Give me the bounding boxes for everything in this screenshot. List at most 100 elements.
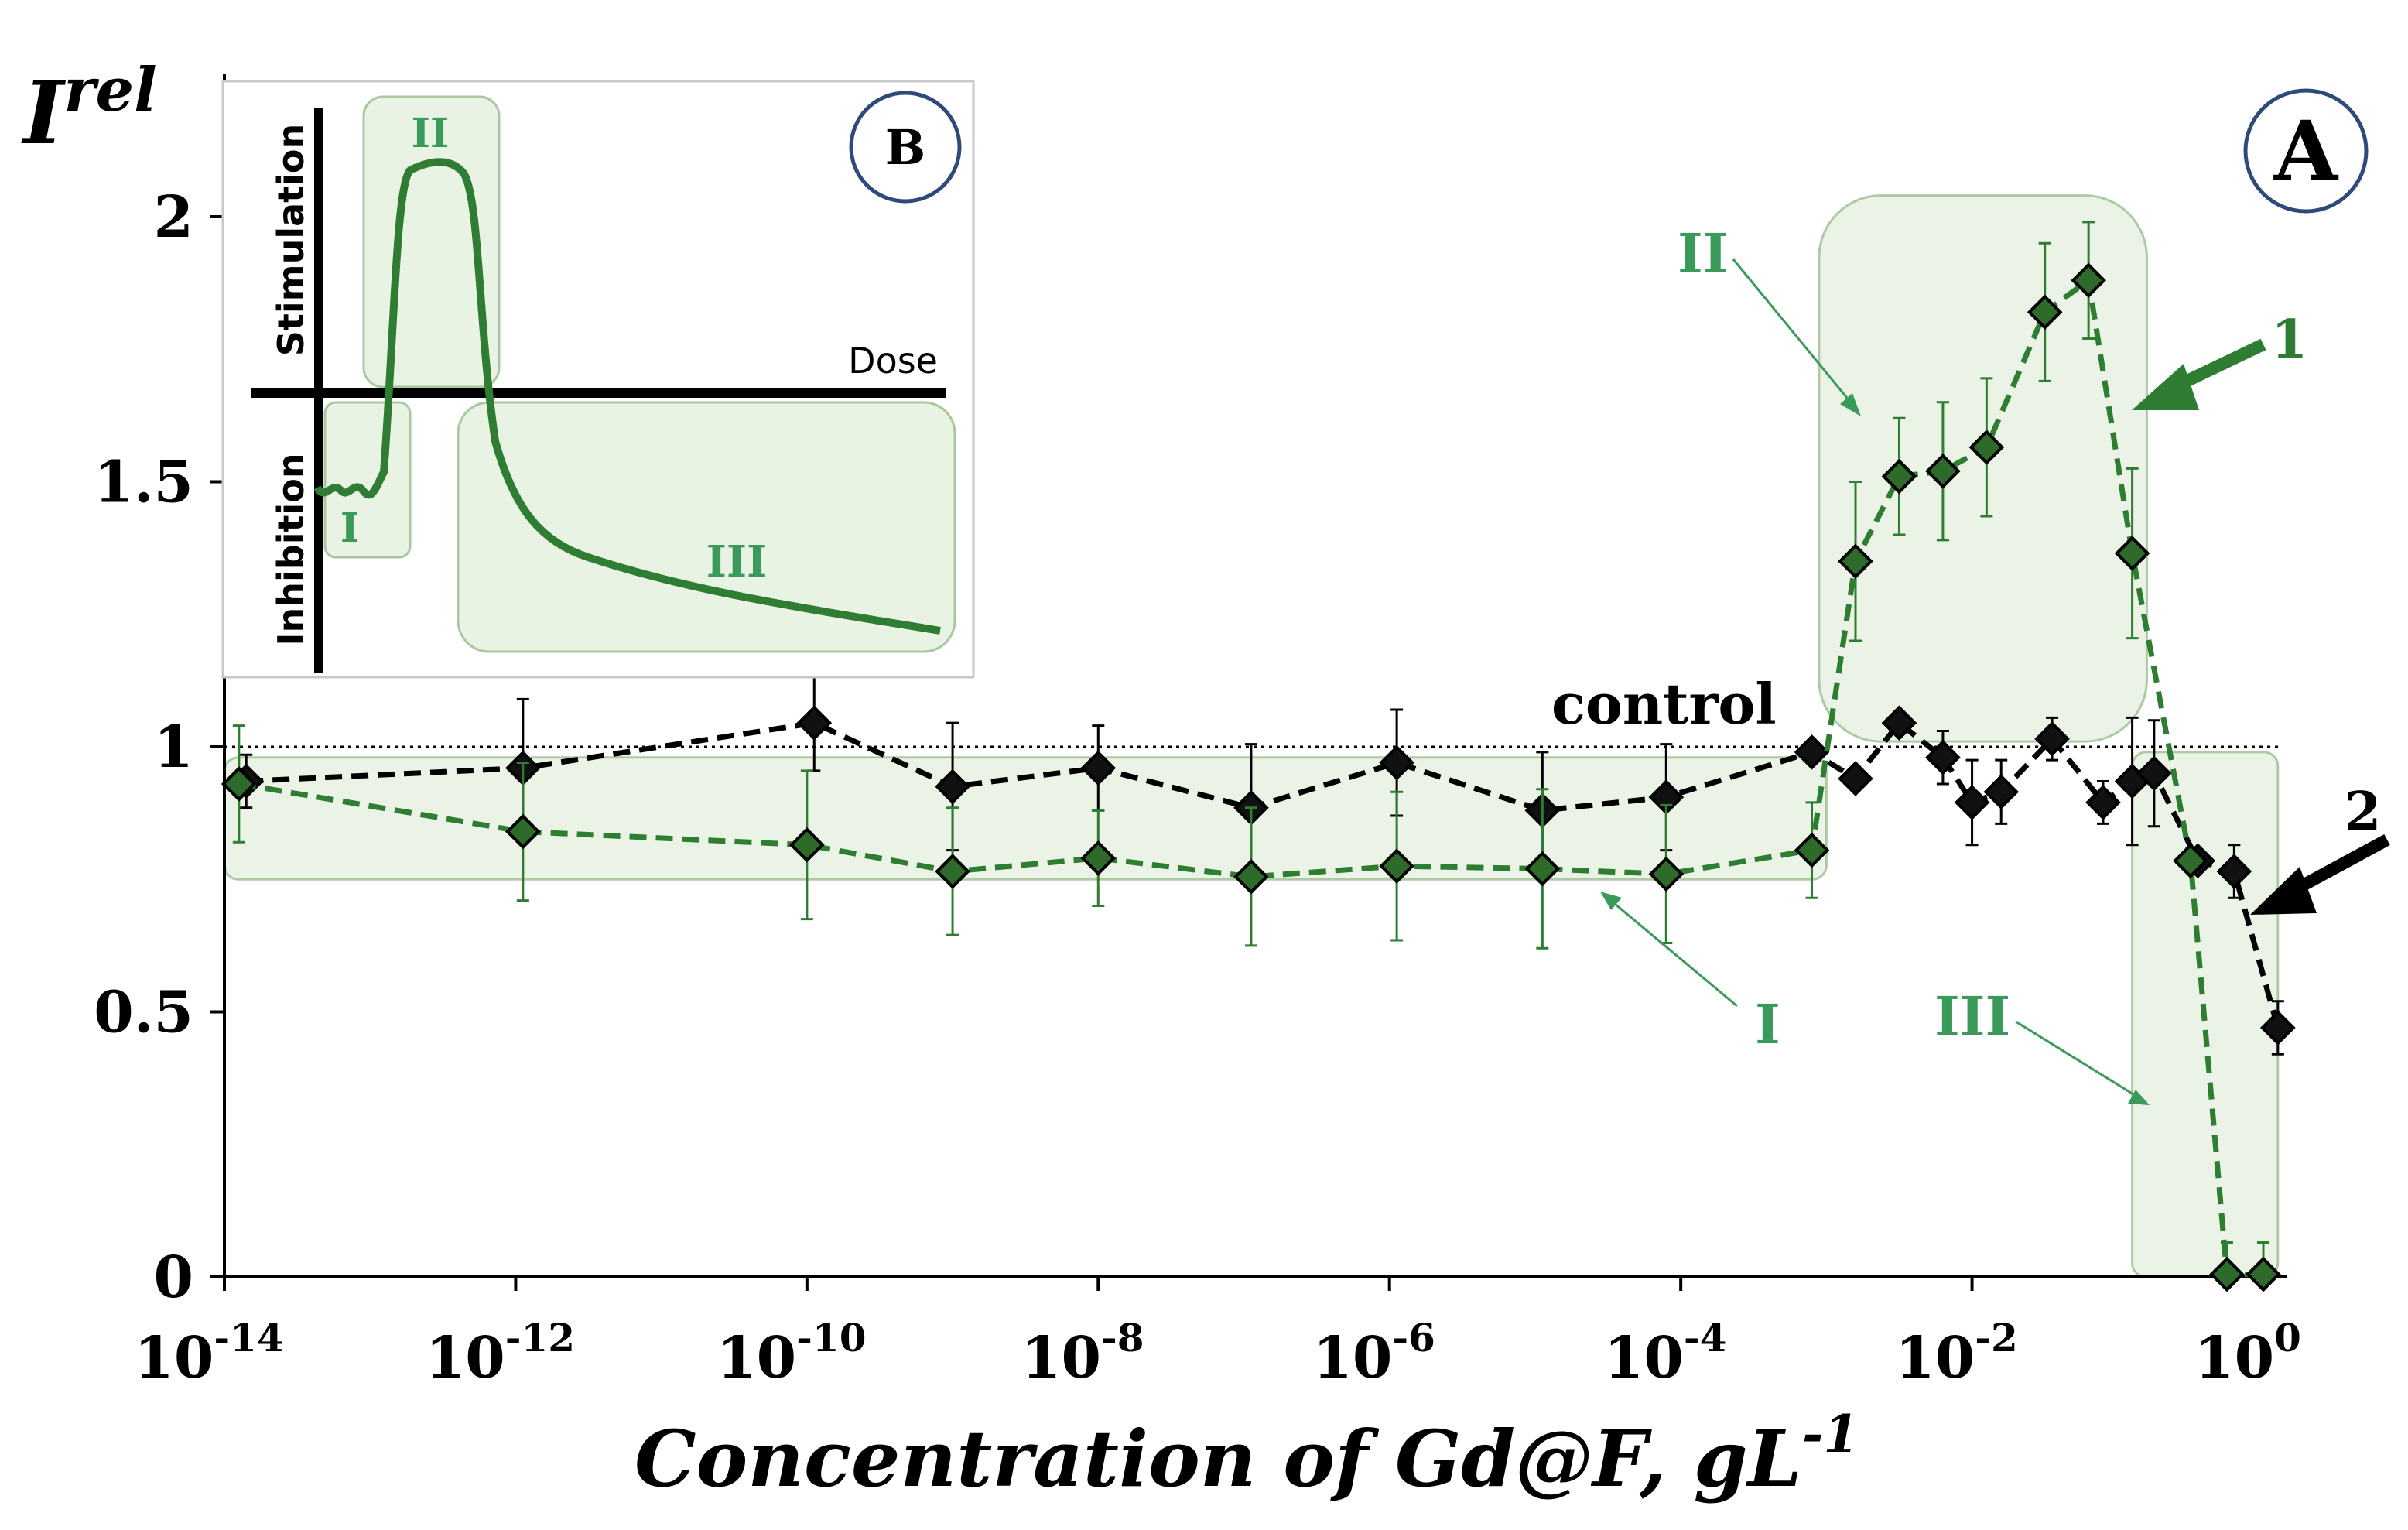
data-point [2246, 1256, 2281, 1292]
x-tick-label: 10-2 [1895, 1315, 2018, 1391]
inset-region-i [323, 401, 412, 559]
annotation-1-arrow [2171, 338, 2266, 393]
data-point [221, 766, 257, 802]
x-tick-label: 100 [2194, 1315, 2301, 1391]
series-1 [221, 221, 2281, 1292]
data-point [1925, 453, 1961, 489]
annotations: II I III 1 2 [1600, 221, 2390, 1105]
x-axis-label-main: Concentration of Gd@F, gL [634, 1413, 1802, 1504]
inset-inhibition-label: Inhibition [270, 453, 312, 645]
x-tick-exp: -10 [796, 1315, 866, 1361]
y-tick-label: 1 [154, 714, 194, 781]
x-tick-label: 10-8 [1021, 1315, 1144, 1391]
x-tick-base: 10 [134, 1325, 214, 1391]
data-point [1080, 840, 1117, 876]
y-tick-label: 0 [154, 1244, 194, 1311]
inset-dose-label: Dose [848, 340, 938, 382]
annotation-ii-arrowhead [1840, 393, 1861, 416]
data-point [505, 813, 541, 850]
data-point [935, 768, 970, 805]
data-point [1838, 543, 1873, 580]
series-line [246, 719, 2281, 1029]
x-tick-exp: -14 [214, 1315, 283, 1361]
annotation-2-arrowhead [2250, 867, 2317, 915]
data-point [2114, 536, 2150, 571]
x-tick-exp: -6 [1392, 1315, 1435, 1361]
data-point [1881, 458, 1917, 495]
y-axis-label-sup: rel [63, 55, 156, 125]
y-tick-label: 0.5 [94, 980, 193, 1046]
data-point [1080, 750, 1117, 786]
data-point [1794, 734, 1830, 770]
x-tick-label: 10-10 [717, 1315, 866, 1391]
data-point [2259, 1010, 2296, 1046]
y-axis-label: Irel [21, 55, 157, 164]
inset-stimulation-label: Stimulation [270, 124, 312, 356]
panel-label-b-circle [849, 91, 962, 204]
inset-region-i-label: I [340, 505, 359, 552]
region-ii [1818, 194, 2148, 743]
y-axis-label-main: I [21, 63, 67, 164]
panel-label-a-text: A [2273, 102, 2339, 199]
inset-region-iii [457, 401, 956, 653]
data-point [1524, 851, 1561, 887]
control-label: control [1551, 671, 1777, 737]
data-point [2136, 755, 2172, 792]
data-point [2085, 785, 2121, 820]
data-point [1233, 858, 1269, 895]
data-point [1968, 430, 2005, 465]
panel-label-a: A [2243, 88, 2369, 214]
x-tick-base: 10 [2194, 1325, 2274, 1391]
annotation-1-arrowhead [2132, 364, 2199, 410]
data-point [2216, 854, 2252, 889]
data-point [1881, 705, 1917, 741]
annotation-ii-arrow [1732, 258, 1859, 411]
annotation-iii-arrowhead [2128, 1090, 2150, 1105]
annotation-i-label: I [1755, 992, 1780, 1056]
y-tick-label: 1.5 [94, 450, 193, 516]
panel-label-b-text: B [885, 119, 925, 176]
panel-label-a-circle [2243, 88, 2369, 214]
inset-region-iii-label: III [706, 536, 768, 587]
x-tick-base: 10 [1895, 1325, 1975, 1391]
inset-dose-response-curve [313, 158, 941, 635]
data-point [2034, 721, 2070, 757]
data-point [935, 854, 970, 889]
annotation-i-arrow [1605, 895, 1738, 1008]
inset-region-ii-label: II [412, 110, 450, 157]
x-tick-label: 10-12 [426, 1315, 575, 1391]
series-line [238, 276, 2263, 1278]
data-point [796, 705, 833, 741]
data-point [2173, 843, 2208, 879]
x-tick-exp: -12 [505, 1315, 575, 1361]
data-point [789, 827, 825, 863]
data-point [1838, 761, 1873, 796]
x-tick-label: 10-14 [134, 1315, 283, 1391]
x-tick-base: 10 [1604, 1325, 1684, 1391]
x-tick-base: 10 [426, 1325, 505, 1391]
x-tick-exp: -4 [1684, 1315, 1727, 1361]
x-tick-base: 10 [1021, 1325, 1101, 1391]
data-point [1983, 774, 2020, 810]
x-tick-label: 10-6 [1312, 1315, 1435, 1391]
series-layer [221, 221, 2296, 1292]
x-tick-base: 10 [1312, 1325, 1392, 1391]
data-point [1379, 848, 1414, 884]
annotation-ii-label: II [1678, 221, 1729, 286]
annotation-iii-arrow [2015, 1020, 2144, 1102]
x-tick-base: 10 [717, 1325, 796, 1391]
data-point [2209, 1256, 2245, 1292]
inset-b: II I III Dose Stimulation Inhibition B [221, 80, 975, 679]
data-point [1648, 856, 1685, 892]
data-point [1954, 785, 1990, 820]
data-point [2027, 294, 2063, 330]
annotation-2-arrow [2291, 833, 2390, 896]
data-point [2071, 262, 2106, 299]
x-tick-exp: -8 [1101, 1315, 1144, 1361]
x-tick-label: 10-4 [1604, 1315, 1727, 1391]
x-axis-label-sup: -1 [1802, 1404, 1859, 1464]
data-point [1379, 744, 1414, 781]
x-axis-label: Concentration of Gd@F, gL-1 [634, 1404, 1859, 1504]
data-point [1925, 739, 1961, 775]
